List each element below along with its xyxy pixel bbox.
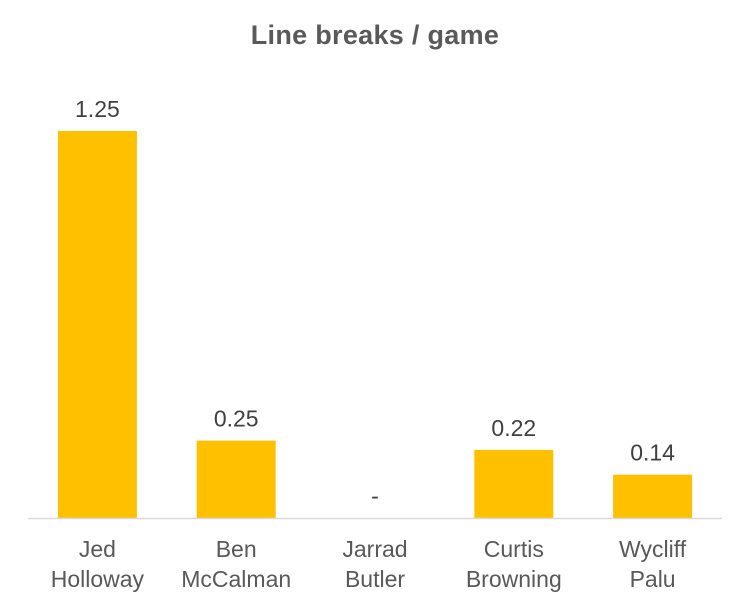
category-label-line: Jed: [79, 536, 116, 562]
category-label: Jed Holloway: [51, 536, 145, 592]
category-label-line: Curtis: [484, 536, 544, 562]
category-label: Curtis Browning: [466, 536, 562, 592]
chart-title: Line breaks / game: [250, 20, 500, 50]
category-label-line: Jarrad: [342, 536, 407, 562]
bar-wycliff-palu: [613, 474, 693, 518]
category-label: Jarrad Butler: [342, 536, 407, 592]
bar-jed-holloway: [57, 131, 137, 518]
category-label-line: Ben: [216, 536, 257, 562]
data-label: 0.14: [630, 440, 675, 466]
data-label: 1.25: [75, 96, 120, 122]
bar-ben-mccalman: [196, 440, 276, 518]
category-label-line: Palu: [630, 566, 676, 592]
data-label: 0.22: [491, 415, 536, 441]
bar-curtis-browning: [474, 449, 554, 518]
category-label-line: Browning: [466, 566, 562, 592]
category-label-line: Butler: [345, 566, 405, 592]
data-label: -: [371, 483, 379, 509]
category-label-line: Wycliff: [619, 536, 687, 562]
category-label: Ben McCalman: [181, 536, 291, 592]
data-label: 0.25: [214, 406, 259, 432]
category-label-line: McCalman: [181, 566, 291, 592]
category-label-line: Holloway: [51, 566, 145, 592]
category-label: Wycliff Palu: [619, 536, 687, 592]
